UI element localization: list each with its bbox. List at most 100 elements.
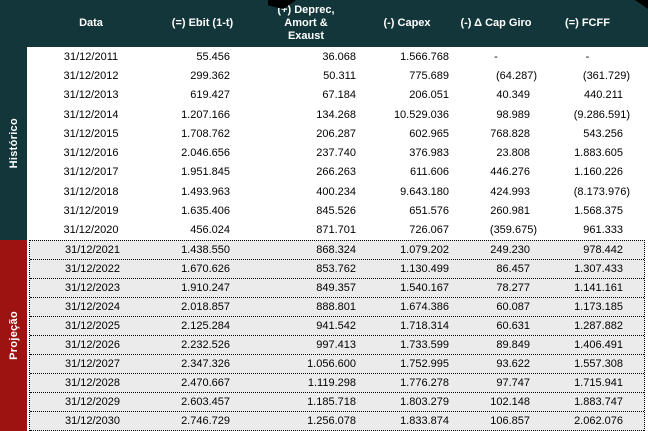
value-cell-capgiro: 40.349 (496, 89, 530, 102)
value-cell-fcff: (9.286.591) (573, 108, 630, 121)
value-cell-capex: 1.079.202 (400, 244, 449, 256)
value-cell-capgiro: 102.148 (490, 396, 530, 408)
value-cell-deprec: 400.234 (316, 185, 356, 198)
corner-notch-icon (268, 0, 296, 9)
value-cell-deprec: 134.268 (316, 108, 356, 121)
value-cell-fcff: 1.173.185 (574, 301, 623, 313)
value-cell-ebit: 1.635.406 (181, 205, 230, 218)
date-cell: 31/12/2017 (63, 166, 119, 179)
value-cell-deprec: 849.357 (316, 282, 356, 294)
value-cell-deprec: 853.762 (316, 263, 356, 275)
value-cell-deprec: 237.740 (316, 147, 356, 160)
value-cell-deprec: 1.056.600 (307, 358, 356, 370)
column-header-capgiro: (-) Δ Cap Giro (460, 17, 532, 29)
value-cell-capex: 1.718.314 (400, 320, 449, 332)
date-cell: 31/12/2013 (63, 89, 119, 102)
table-row: 31/12/2028 2.470.667 1.119.298 1.776.278 97.… (30, 374, 644, 393)
value-cell-fcff: 961.333 (583, 224, 623, 237)
table-row: 31/12/2017 1.951.845 266.263 611.606 446.276… (27, 163, 648, 182)
table-row: 31/12/2018 1.493.963 400.234 9.643.180 424.9… (27, 182, 648, 201)
value-cell-capex: 1.540.167 (400, 282, 449, 294)
value-cell-capgiro: 424.993 (490, 185, 530, 198)
value-cell-fcff: 440.211 (584, 89, 623, 102)
section-band-historico: Histórico (0, 47, 27, 240)
value-cell-ebit: 2.018.857 (181, 301, 230, 313)
value-cell-ebit: 1.207.166 (181, 108, 230, 121)
date-cell: 31/12/2018 (63, 185, 119, 198)
value-cell-ebit: 1.438.550 (181, 244, 230, 256)
value-cell-fcff: 1.568.375 (574, 205, 623, 218)
value-cell-capex: 1.674.386 (400, 301, 449, 313)
table-row: 31/12/2013 619.427 67.184 206.051 40.349 440.… (27, 86, 648, 105)
value-cell-ebit: 2.125.284 (181, 320, 230, 332)
column-header-fcff: (=) FCFF (565, 17, 610, 29)
table-row: 31/12/2012 299.362 50.311 775.689 (64.287) (3… (27, 66, 648, 85)
value-cell-ebit: 456.024 (190, 224, 230, 237)
date-cell: 31/12/2020 (63, 224, 119, 237)
section-label-projecao: Projeção (7, 311, 20, 360)
value-cell-capex: 775.689 (409, 69, 449, 82)
value-cell-fcff: 1.883.605 (574, 147, 623, 160)
table-row: 31/12/2015 1.708.762 206.287 602.965 768.828… (27, 124, 648, 143)
value-cell-deprec: 1.185.718 (307, 396, 356, 408)
table-row: 31/12/2014 1.207.166 134.268 10.529.036 98.9… (27, 105, 648, 124)
table-row: 31/12/2011 55.456 36.068 1.566.768 - - (27, 47, 648, 66)
value-cell-fcff: 1.287.882 (574, 320, 623, 332)
value-cell-ebit: 2.232.526 (181, 339, 230, 351)
value-cell-ebit: 2.603.457 (181, 396, 230, 408)
value-cell-fcff: 1.307.433 (574, 263, 623, 275)
date-cell: 31/12/2029 (64, 396, 121, 408)
value-cell-capex: 1.566.768 (400, 50, 449, 63)
value-cell-capex: 206.051 (409, 89, 449, 102)
value-cell-fcff: (361.729) (582, 69, 630, 82)
value-cell-fcff: 1.160.226 (574, 166, 623, 179)
value-cell-ebit: 299.362 (190, 69, 230, 82)
value-cell-deprec: 1.256.078 (307, 415, 356, 427)
value-cell-ebit: 1.493.963 (181, 185, 230, 198)
date-cell: 31/12/2014 (63, 108, 119, 121)
value-cell-capgiro: - (494, 50, 498, 63)
table-row: 31/12/2020 456.024 871.701 726.067 (359.675)… (27, 221, 648, 240)
header-corner-spacer (0, 0, 27, 47)
value-cell-capgiro: 446.276 (490, 166, 530, 179)
value-cell-deprec: 845.526 (316, 205, 356, 218)
value-cell-capgiro: 768.828 (490, 127, 530, 140)
value-cell-deprec: 266.263 (316, 166, 356, 179)
value-cell-fcff: 1.406.491 (574, 339, 623, 351)
date-cell: 31/12/2025 (64, 320, 121, 332)
value-cell-capgiro: 106.857 (490, 415, 530, 427)
date-cell: 31/12/2024 (64, 301, 121, 313)
value-cell-capgiro: 97.747 (496, 377, 530, 389)
column-header-deprec: (+) Deprec, Amort & Exaust (277, 4, 335, 42)
value-cell-capgiro: 60.631 (496, 320, 530, 332)
value-cell-ebit: 55.456 (196, 50, 230, 63)
table-row: 31/12/2019 1.635.406 845.526 651.576 260.981… (27, 201, 648, 220)
value-cell-deprec: 50.311 (323, 69, 356, 82)
value-cell-ebit: 1.951.845 (181, 166, 230, 179)
table-row: 31/12/2026 2.232.526 997.413 1.733.599 89.84… (30, 336, 644, 355)
table-row: 31/12/2025 2.125.284 941.542 1.718.314 60.63… (30, 317, 644, 336)
column-header-data: Data (79, 17, 103, 29)
value-cell-ebit: 1.670.626 (181, 263, 230, 275)
value-cell-fcff: 543.256 (583, 127, 623, 140)
date-cell: 31/12/2027 (64, 358, 121, 370)
value-cell-capex: 651.576 (409, 205, 449, 218)
value-cell-capex: 1.752.995 (400, 358, 449, 370)
value-cell-capex: 602.965 (409, 127, 449, 140)
value-cell-capgiro: 249.230 (490, 244, 530, 256)
table-header: Data (=) Ebit (1-t) (+) Deprec, Amort & … (0, 0, 648, 47)
date-cell: 31/12/2016 (63, 147, 119, 160)
value-cell-capex: 9.643.180 (400, 185, 449, 198)
value-cell-ebit: 2.046.656 (181, 147, 230, 160)
value-cell-capgiro: 89.849 (496, 339, 530, 351)
value-cell-capgiro: (359.675) (489, 224, 537, 237)
value-cell-capex: 1.776.278 (400, 377, 449, 389)
value-cell-deprec: 1.119.298 (307, 377, 356, 389)
date-cell: 31/12/2011 (63, 50, 119, 63)
value-cell-ebit: 1.910.247 (181, 282, 230, 294)
value-cell-capex: 1.803.279 (400, 396, 449, 408)
value-cell-capex: 10.529.036 (393, 108, 449, 121)
value-cell-fcff: 978.442 (583, 244, 623, 256)
value-cell-capex: 1.130.499 (400, 263, 449, 275)
